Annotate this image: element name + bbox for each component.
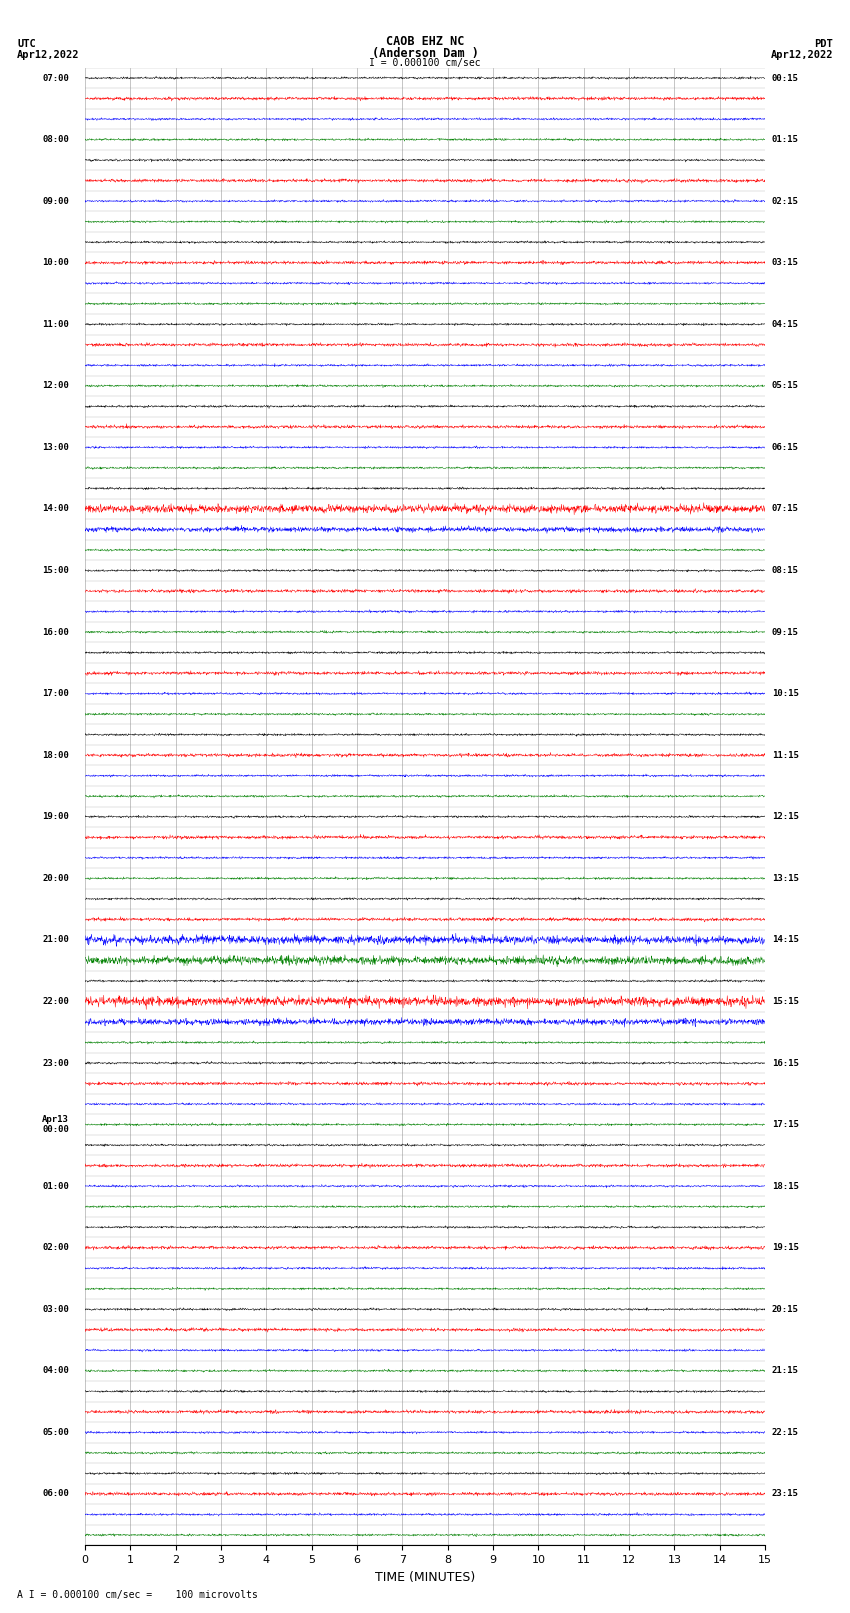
Text: 08:00: 08:00: [42, 135, 69, 144]
Text: 17:15: 17:15: [772, 1119, 799, 1129]
Text: 09:15: 09:15: [772, 627, 799, 637]
Text: Apr12,2022: Apr12,2022: [17, 50, 80, 60]
Text: 09:00: 09:00: [42, 197, 69, 205]
Text: 13:15: 13:15: [772, 874, 799, 882]
Text: 15:15: 15:15: [772, 997, 799, 1007]
Text: 16:00: 16:00: [42, 627, 69, 637]
Text: 05:15: 05:15: [772, 381, 799, 390]
Text: A I = 0.000100 cm/sec =    100 microvolts: A I = 0.000100 cm/sec = 100 microvolts: [17, 1590, 258, 1600]
Text: 19:00: 19:00: [42, 813, 69, 821]
Text: 23:15: 23:15: [772, 1489, 799, 1498]
Text: PDT: PDT: [814, 39, 833, 48]
Text: 18:15: 18:15: [772, 1182, 799, 1190]
Text: I = 0.000100 cm/sec: I = 0.000100 cm/sec: [369, 58, 481, 68]
Text: 10:15: 10:15: [772, 689, 799, 698]
Text: Apr13
00:00: Apr13 00:00: [42, 1115, 69, 1134]
Text: 14:00: 14:00: [42, 505, 69, 513]
Text: 23:00: 23:00: [42, 1058, 69, 1068]
Text: Apr12,2022: Apr12,2022: [770, 50, 833, 60]
Text: 02:15: 02:15: [772, 197, 799, 205]
Text: 06:00: 06:00: [42, 1489, 69, 1498]
Text: (Anderson Dam ): (Anderson Dam ): [371, 47, 479, 60]
Text: 10:00: 10:00: [42, 258, 69, 268]
Text: 19:15: 19:15: [772, 1244, 799, 1252]
Text: 02:00: 02:00: [42, 1244, 69, 1252]
Text: 04:15: 04:15: [772, 319, 799, 329]
Text: CAOB EHZ NC: CAOB EHZ NC: [386, 35, 464, 48]
Text: 22:15: 22:15: [772, 1428, 799, 1437]
Text: 14:15: 14:15: [772, 936, 799, 944]
Text: 18:00: 18:00: [42, 750, 69, 760]
Text: 16:15: 16:15: [772, 1058, 799, 1068]
Text: 17:00: 17:00: [42, 689, 69, 698]
Text: 07:00: 07:00: [42, 74, 69, 82]
Text: 01:00: 01:00: [42, 1182, 69, 1190]
Text: 05:00: 05:00: [42, 1428, 69, 1437]
X-axis label: TIME (MINUTES): TIME (MINUTES): [375, 1571, 475, 1584]
Text: 20:00: 20:00: [42, 874, 69, 882]
Text: 07:15: 07:15: [772, 505, 799, 513]
Text: 08:15: 08:15: [772, 566, 799, 574]
Text: 12:00: 12:00: [42, 381, 69, 390]
Text: 01:15: 01:15: [772, 135, 799, 144]
Text: UTC: UTC: [17, 39, 36, 48]
Text: 00:15: 00:15: [772, 74, 799, 82]
Text: 06:15: 06:15: [772, 444, 799, 452]
Text: 13:00: 13:00: [42, 444, 69, 452]
Text: 21:00: 21:00: [42, 936, 69, 944]
Text: 03:00: 03:00: [42, 1305, 69, 1313]
Text: 11:15: 11:15: [772, 750, 799, 760]
Text: 15:00: 15:00: [42, 566, 69, 574]
Text: 20:15: 20:15: [772, 1305, 799, 1313]
Text: 11:00: 11:00: [42, 319, 69, 329]
Text: 12:15: 12:15: [772, 813, 799, 821]
Text: 03:15: 03:15: [772, 258, 799, 268]
Text: 21:15: 21:15: [772, 1366, 799, 1376]
Text: 04:00: 04:00: [42, 1366, 69, 1376]
Text: 22:00: 22:00: [42, 997, 69, 1007]
